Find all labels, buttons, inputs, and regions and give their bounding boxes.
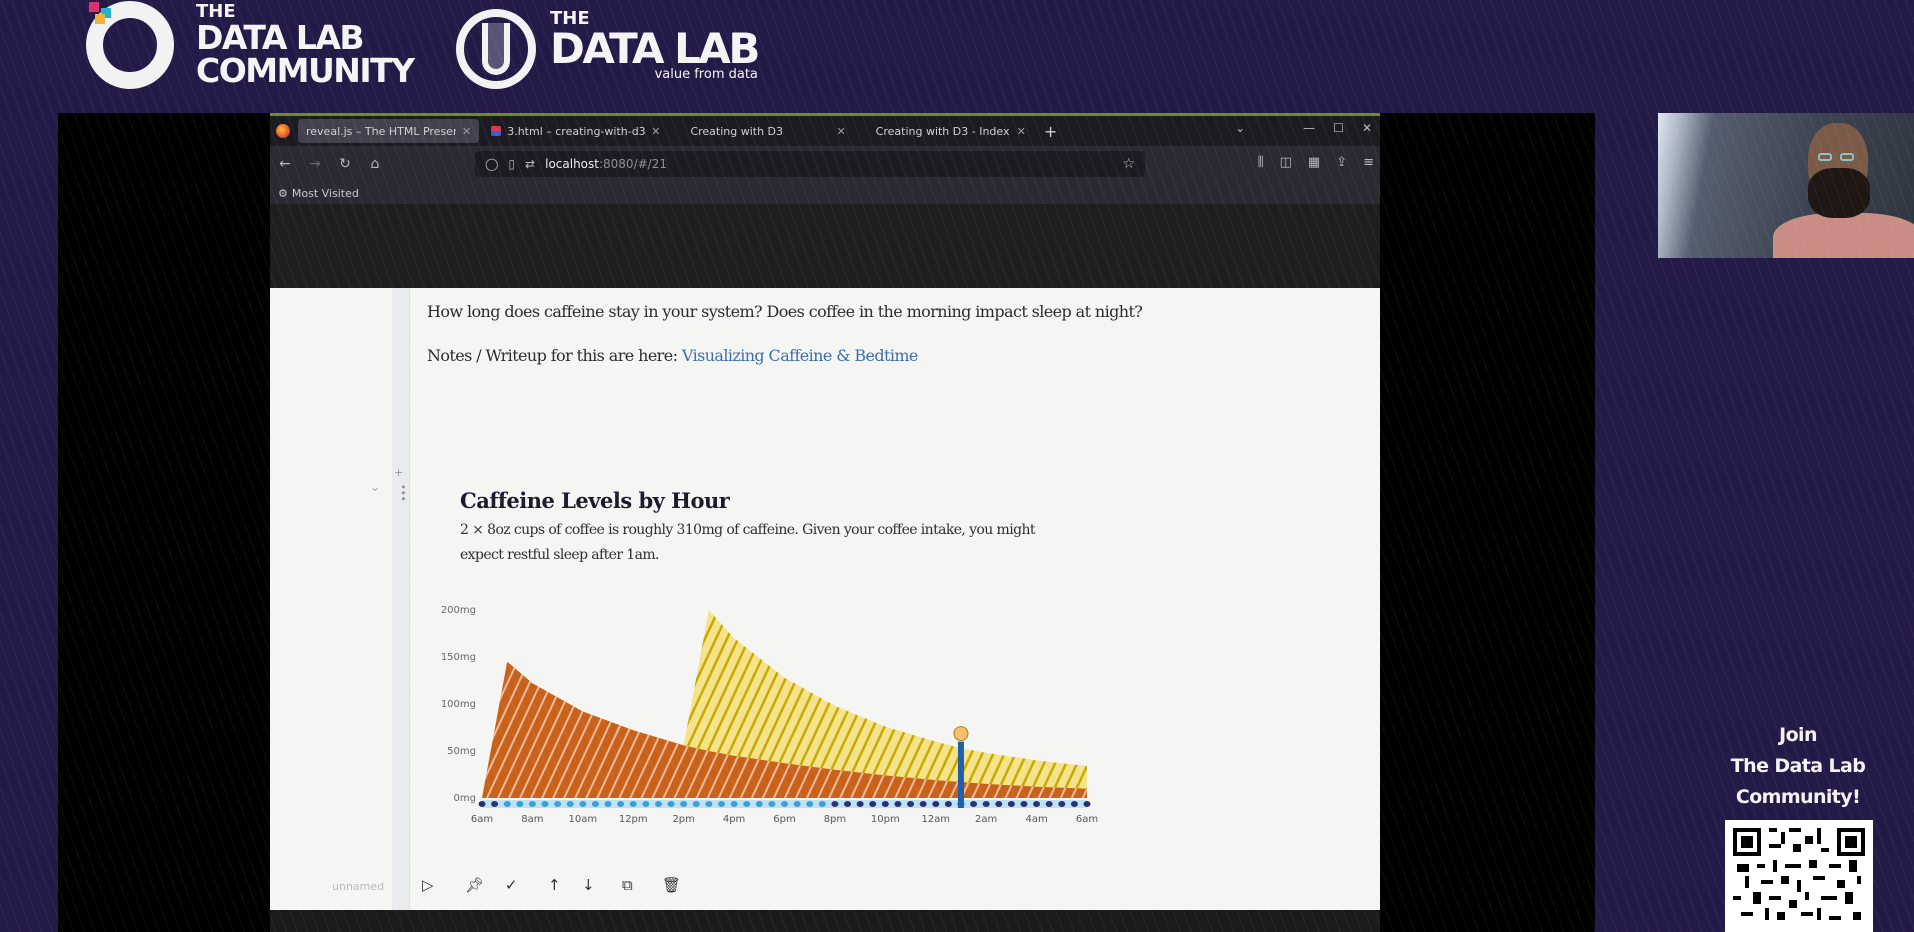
url-path: :8080/#/21 [598,157,667,171]
gear-icon: ⚙ [278,186,288,200]
close-tab-icon[interactable]: ✕ [1016,124,1026,138]
favicon-icon [491,126,502,136]
intro-text: How long does caffeine stay in your syst… [427,298,1147,386]
close-tab-icon[interactable]: ✕ [651,124,661,138]
new-tab-button[interactable]: + [1043,121,1058,141]
cup1-area [482,661,1087,798]
bottom-bar [270,910,1380,932]
data-lab-logo: THE DATA LAB value from data [456,0,760,90]
library-icon[interactable]: ⫼ [1257,155,1264,170]
minimize-icon[interactable]: — [1303,121,1316,135]
run-icon[interactable]: ▷ [422,876,434,894]
tab-revealjs[interactable]: reveal.js – The HTML Presen ✕ [298,119,480,143]
x-tick-label: 6am [471,814,493,825]
browser-window: reveal.js – The HTML Presen ✕ 3.html – c… [270,113,1380,932]
pin-icon[interactable]: 📌︎ [465,876,485,894]
close-tab-icon[interactable]: ✕ [836,124,846,138]
y-tick-label: 150mg [441,652,476,663]
nav-bar: ← → ↻ ⌂ ◯ ▯ ⇄ localhost:8080/#/21 ☆ ⫼ ◫ … [270,146,1380,182]
x-tick-label: 2pm [672,814,694,825]
permissions-icon[interactable]: ⇄ [525,157,536,171]
bookmark-star-icon[interactable]: ☆ [1122,156,1135,172]
x-tick-label: 12am [921,814,950,825]
logo-line1: DATA LAB [196,18,365,57]
y-axis: 0mg 50mg 100mg 150mg 200mg [441,605,476,804]
home-icon[interactable]: ⌂ [370,156,380,172]
bookmarks-bar: ⚙ Most Visited [270,182,1380,204]
reader-view-icon[interactable]: ◫ [1279,155,1292,170]
presenter-webcam [1658,113,1914,258]
x-tick-label: 10am [569,814,598,825]
collapse-chevron-icon[interactable]: ⌄ [370,480,381,494]
y-tick-label: 100mg [441,699,476,710]
x-tick-label: 4am [1025,814,1047,825]
x-tick-label: 8am [521,814,543,825]
move-down-icon[interactable]: ↓ [582,876,595,894]
y-tick-label: 200mg [441,605,476,616]
sleep-marker[interactable] [953,726,969,808]
x-axis: 6am 8am 10am 12pm 2pm 4pm 6pm 8pm 10pm 12am 2am 4am… [471,814,1098,825]
x-tick-label: 4pm [723,814,745,825]
notes-link[interactable]: Visualizing Caffeine & Bedtime [681,346,919,365]
close-window-icon[interactable]: ✕ [1361,121,1372,135]
url-bar[interactable]: ◯ ▯ ⇄ localhost:8080/#/21 ☆ [475,151,1145,177]
bookmark-most-visited[interactable]: Most Visited [291,186,359,200]
extensions-icon[interactable]: ▦ [1307,155,1321,170]
x-tick-label: 8pm [824,814,846,825]
reload-icon[interactable]: ↻ [339,156,351,172]
join-callout: Join The Data Lab Community! [1730,724,1866,808]
add-cell-icon[interactable]: + [394,466,404,479]
page-header-dark [270,204,1380,288]
forward-icon[interactable]: → [309,156,321,172]
intro-paragraph: How long does caffeine stay in your syst… [427,302,1143,321]
tab-3-html[interactable]: 3.html – creating-with-d3 ✕ [483,119,668,143]
x-tick-label: 6pm [773,814,795,825]
url-host: localhost [545,157,599,171]
page-icon[interactable]: ▯ [508,157,516,171]
close-tab-icon[interactable]: ✕ [462,124,472,138]
check-icon[interactable]: ✓ [505,876,518,894]
share-icon[interactable]: ⇪ [1336,155,1348,170]
firefox-icon [276,124,290,138]
cell-toolbar: unnamed ▷ 📌︎ ✓ ↑ ↓ ⧉ 🗑︎ [270,860,1380,910]
tab-creating-with-d3[interactable]: Creating with D3 ✕ [690,124,846,138]
logo-tagline: value from data [654,66,758,82]
y-tick-label: 0mg [454,793,476,804]
y-tick-label: 50mg [447,746,476,757]
tab-creating-with-d3-index[interactable]: Creating with D3 - Index ✕ [875,124,1026,138]
notes-paragraph: Notes / Writeup for this are here: Visua… [427,346,919,365]
flask-icon [456,9,536,89]
x-tick-label: 12pm [619,814,648,825]
cell-gutter: + ••• [392,288,410,910]
shield-icon[interactable]: ◯ [485,157,499,171]
hour-timeline [478,800,1091,808]
cell-menu-icon[interactable]: ••• [397,484,408,502]
community-ring-icon [86,1,174,89]
back-icon[interactable]: ← [279,156,291,172]
logo-the: THE [196,1,236,22]
chart-svg: 0mg 50mg 100mg 150mg 200mg 6am 8am 10am 12pm 2pm… [441,605,1098,825]
logo-the: THE [550,7,590,29]
qr-code[interactable] [1725,820,1873,932]
cell-name: unnamed [332,880,385,893]
maximize-icon[interactable]: ☐ [1333,121,1344,135]
chart-subtitle: 2 × 8oz cups of coffee is roughly 310mg … [460,522,1035,563]
menu-icon[interactable]: ≡ [1363,155,1374,170]
data-lab-community-logo: THE DATA LAB COMMUNITY [86,0,415,90]
tab-bar: reveal.js – The HTML Presen ✕ 3.html – c… [270,116,1380,146]
logo-line2: COMMUNITY [196,51,415,90]
tab-list-chevron-icon[interactable]: ⌄ [1235,121,1246,135]
chart-title: Caffeine Levels by Hour [460,488,730,513]
move-up-icon[interactable]: ↑ [548,876,561,894]
x-tick-label: 10pm [871,814,900,825]
notebook-page: + ••• ⌄ How long does caffeine stay in y… [270,288,1380,910]
logo-name: DATA LAB [550,23,760,73]
x-tick-label: 6am [1076,814,1098,825]
x-tick-label: 2am [975,814,997,825]
duplicate-icon[interactable]: ⧉ [622,876,633,894]
caffeine-chart: 0mg 50mg 100mg 150mg 200mg 6am 8am 10am 12pm 2pm… [420,466,1170,856]
trash-icon[interactable]: 🗑︎ [662,876,682,894]
